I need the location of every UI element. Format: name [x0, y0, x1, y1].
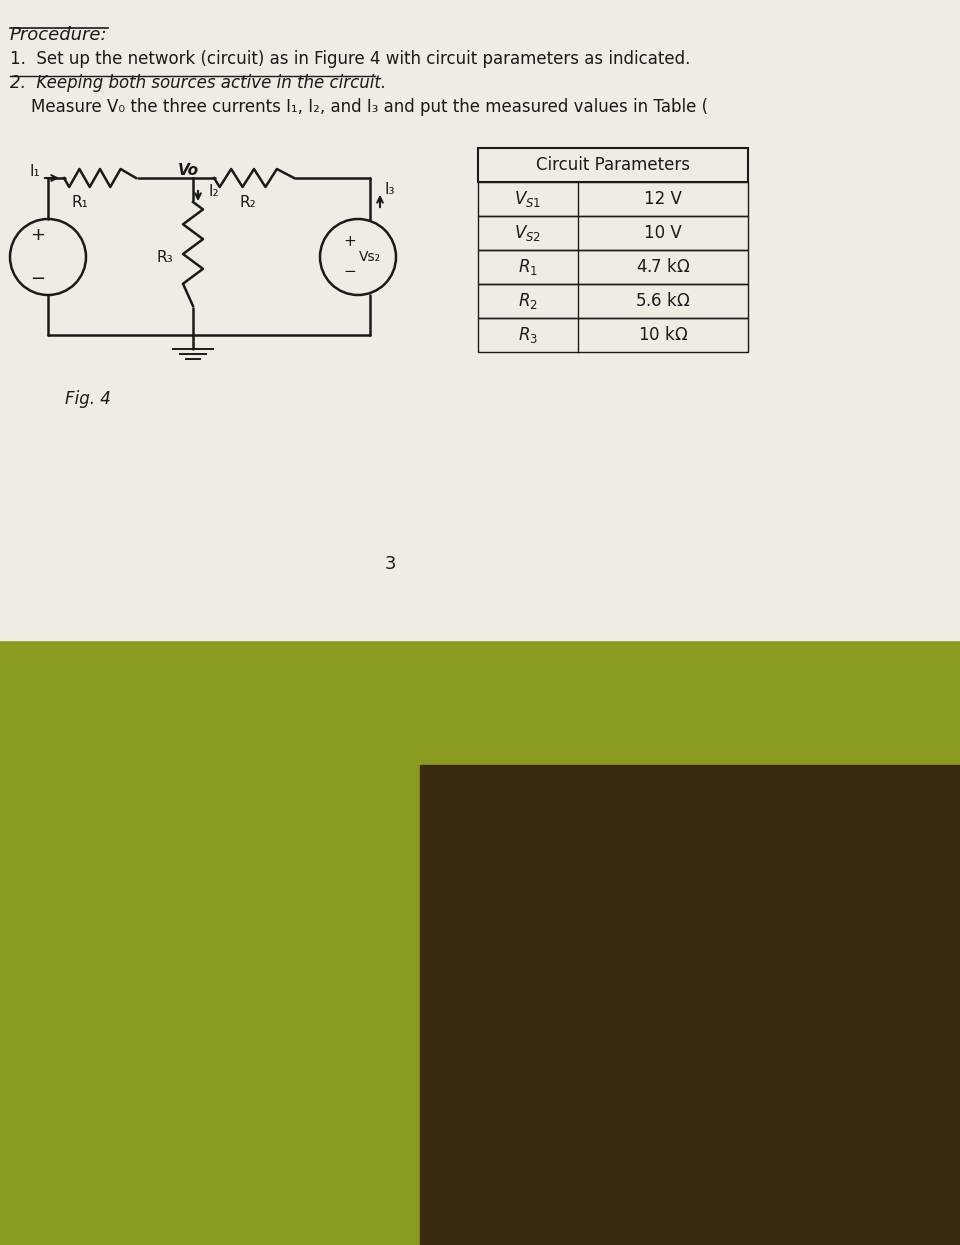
Text: Measure V₀ the three currents I₁, I₂, and I₃ and put the measured values in Tabl: Measure V₀ the three currents I₁, I₂, an…	[10, 98, 708, 116]
Bar	[478, 250, 748, 284]
Bar	[420, 764, 960, 1245]
Text: I₁: I₁	[30, 164, 40, 179]
Text: $V_{S1}$: $V_{S1}$	[515, 189, 541, 209]
Text: 1.  Set up the network (circuit) as in Figure 4 with circuit parameters as indic: 1. Set up the network (circuit) as in Fi…	[10, 50, 690, 68]
Text: −: −	[344, 264, 356, 279]
Text: I₂: I₂	[209, 184, 220, 199]
Text: Circuit Parameters: Circuit Parameters	[536, 156, 690, 174]
Text: −: −	[31, 270, 45, 288]
Bar	[478, 317, 748, 352]
Text: 4.7 k$\Omega$: 4.7 k$\Omega$	[636, 258, 690, 276]
Text: 12 V: 12 V	[644, 190, 682, 208]
Text: 5.6 k$\Omega$: 5.6 k$\Omega$	[636, 293, 691, 310]
Text: R₂: R₂	[240, 195, 256, 210]
Text: 2.  Keeping both sources active in the circuit.: 2. Keeping both sources active in the ci…	[10, 73, 386, 92]
Text: 10 V: 10 V	[644, 224, 682, 242]
Bar	[0, 0, 960, 640]
Bar	[478, 182, 748, 215]
Text: Vs₂: Vs₂	[359, 250, 381, 264]
Bar	[478, 215, 748, 250]
Text: Vo: Vo	[178, 163, 199, 178]
Bar	[478, 148, 748, 182]
Text: R₁: R₁	[72, 195, 88, 210]
Text: +: +	[344, 234, 356, 249]
Text: $V_{S2}$: $V_{S2}$	[515, 223, 541, 243]
Text: $R_3$: $R_3$	[518, 325, 538, 345]
Text: I₃: I₃	[385, 183, 396, 198]
Text: Procedure:: Procedure:	[10, 26, 108, 44]
Text: Fig. 4: Fig. 4	[65, 390, 111, 408]
Bar	[478, 284, 748, 317]
Text: $R_1$: $R_1$	[518, 256, 538, 276]
Text: +: +	[31, 227, 45, 244]
Text: 3: 3	[384, 555, 396, 573]
Text: $R_2$: $R_2$	[518, 291, 538, 311]
Text: R₃: R₃	[156, 250, 174, 265]
Text: 10 k$\Omega$: 10 k$\Omega$	[637, 326, 688, 344]
